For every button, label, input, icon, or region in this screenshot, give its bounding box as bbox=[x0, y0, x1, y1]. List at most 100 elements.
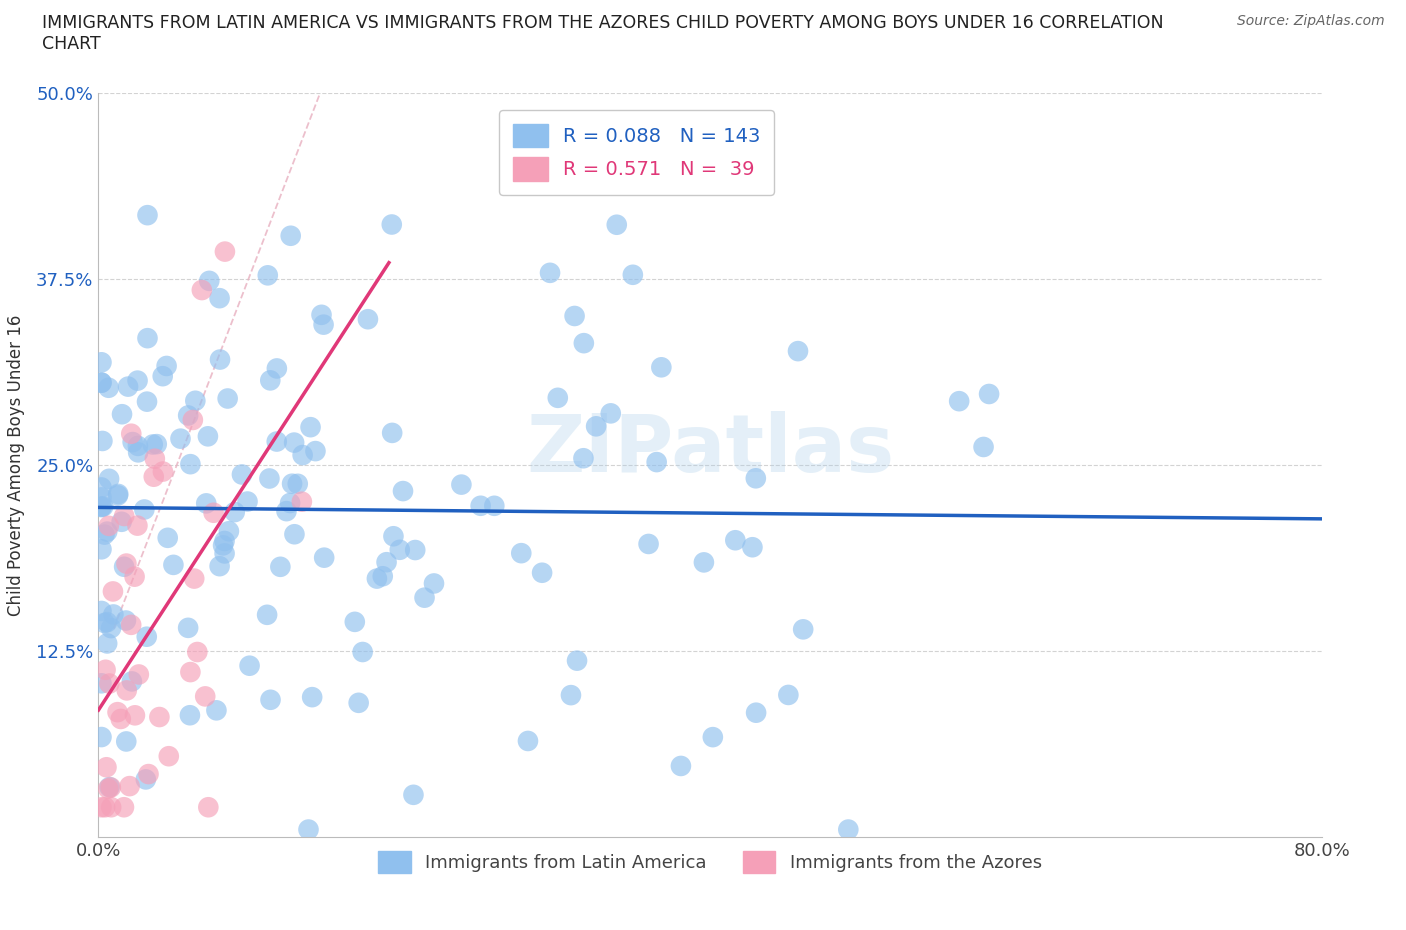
Point bbox=[127, 438, 149, 453]
Point bbox=[778, 687, 800, 702]
Point bbox=[538, 265, 561, 280]
Point bbox=[977, 387, 1000, 402]
Point bbox=[96, 760, 118, 775]
Point bbox=[208, 291, 231, 306]
Point bbox=[111, 514, 134, 529]
Point bbox=[127, 518, 149, 533]
Point bbox=[136, 207, 159, 222]
Point bbox=[101, 584, 124, 599]
Point bbox=[382, 529, 405, 544]
Point bbox=[621, 267, 644, 282]
Point bbox=[585, 418, 607, 433]
Point bbox=[517, 734, 540, 749]
Point bbox=[94, 800, 117, 815]
Point bbox=[280, 229, 302, 244]
Y-axis label: Child Poverty Among Boys Under 16: Child Poverty Among Boys Under 16 bbox=[7, 314, 25, 616]
Point bbox=[97, 380, 120, 395]
Point bbox=[138, 766, 160, 781]
Point bbox=[423, 576, 446, 591]
Point bbox=[136, 331, 159, 346]
Point bbox=[124, 708, 146, 723]
Point bbox=[179, 708, 201, 723]
Point bbox=[693, 555, 716, 570]
Point bbox=[98, 779, 121, 794]
Point bbox=[311, 308, 333, 323]
Point bbox=[90, 676, 112, 691]
Point bbox=[191, 283, 214, 298]
Point bbox=[948, 393, 970, 408]
Point bbox=[787, 344, 810, 359]
Point bbox=[136, 394, 159, 409]
Point bbox=[90, 800, 112, 815]
Point bbox=[352, 644, 374, 659]
Point bbox=[121, 674, 143, 689]
Point bbox=[606, 218, 628, 232]
Point bbox=[281, 476, 304, 491]
Point bbox=[120, 426, 142, 441]
Point bbox=[205, 703, 228, 718]
Point bbox=[112, 559, 135, 574]
Point bbox=[121, 434, 143, 449]
Point bbox=[107, 705, 129, 720]
Point bbox=[94, 662, 117, 677]
Point bbox=[181, 413, 204, 428]
Point bbox=[291, 447, 314, 462]
Point bbox=[283, 526, 305, 541]
Point bbox=[531, 565, 554, 580]
Point bbox=[115, 613, 138, 628]
Point bbox=[135, 772, 157, 787]
Point bbox=[214, 245, 236, 259]
Point bbox=[155, 359, 177, 374]
Point bbox=[343, 615, 366, 630]
Point bbox=[392, 484, 415, 498]
Point bbox=[283, 435, 305, 450]
Point bbox=[97, 781, 120, 796]
Point bbox=[287, 476, 309, 491]
Point bbox=[127, 445, 149, 459]
Point bbox=[179, 665, 201, 680]
Point bbox=[299, 419, 322, 434]
Point bbox=[103, 607, 125, 622]
Point bbox=[100, 780, 122, 795]
Point bbox=[96, 615, 118, 630]
Point bbox=[96, 525, 118, 539]
Point bbox=[208, 559, 231, 574]
Point bbox=[93, 616, 115, 631]
Point bbox=[259, 472, 281, 486]
Point bbox=[179, 457, 201, 472]
Point bbox=[186, 644, 208, 659]
Point bbox=[177, 408, 200, 423]
Point bbox=[111, 406, 134, 421]
Point bbox=[312, 317, 335, 332]
Legend: Immigrants from Latin America, Immigrants from the Azores: Immigrants from Latin America, Immigrant… bbox=[371, 844, 1049, 880]
Point bbox=[145, 437, 167, 452]
Point bbox=[115, 734, 138, 749]
Point bbox=[107, 486, 129, 501]
Point bbox=[148, 710, 170, 724]
Point bbox=[745, 471, 768, 485]
Point bbox=[96, 636, 118, 651]
Point bbox=[599, 405, 621, 420]
Text: CHART: CHART bbox=[42, 35, 101, 53]
Point bbox=[90, 480, 112, 495]
Point bbox=[152, 464, 174, 479]
Point bbox=[669, 759, 692, 774]
Point bbox=[256, 268, 278, 283]
Point bbox=[239, 658, 262, 673]
Point bbox=[90, 499, 112, 514]
Point bbox=[404, 542, 426, 557]
Point bbox=[366, 571, 388, 586]
Point bbox=[100, 800, 122, 815]
Point bbox=[156, 530, 179, 545]
Point bbox=[202, 505, 225, 520]
Point bbox=[142, 437, 165, 452]
Point bbox=[197, 800, 219, 815]
Point bbox=[547, 391, 569, 405]
Point bbox=[157, 749, 180, 764]
Point bbox=[90, 730, 112, 745]
Point bbox=[357, 312, 380, 326]
Point bbox=[127, 373, 149, 388]
Point bbox=[118, 778, 141, 793]
Point bbox=[169, 432, 191, 446]
Point bbox=[194, 689, 217, 704]
